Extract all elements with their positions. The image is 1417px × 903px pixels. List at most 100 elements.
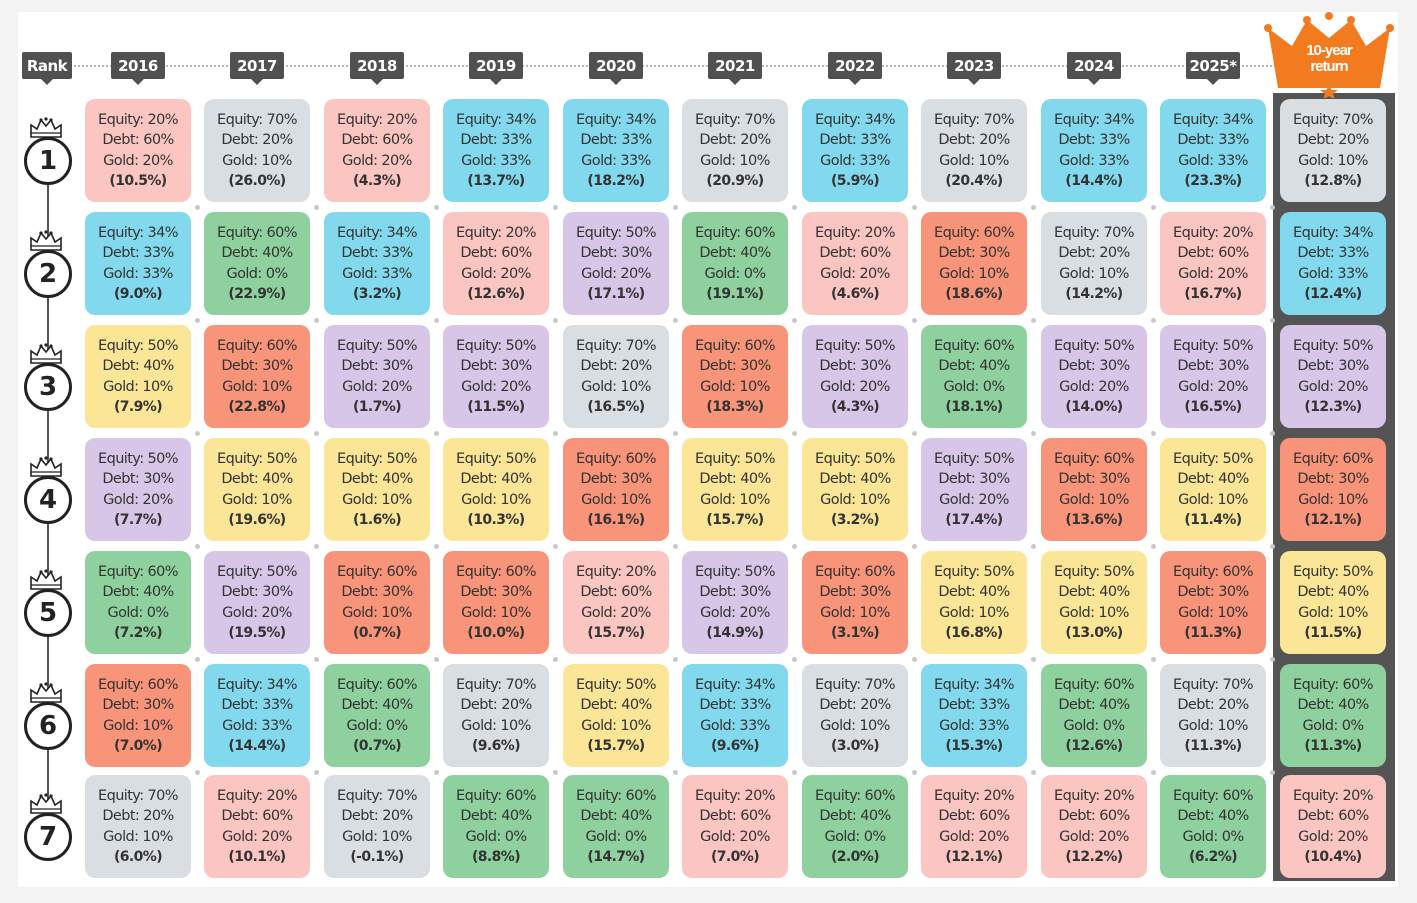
grid-dot: [1270, 770, 1275, 775]
return-value: (10.0%): [467, 625, 525, 641]
allocation-line: Gold: 10%: [342, 604, 412, 621]
return-value: (17.4%): [945, 512, 1003, 528]
allocation-line: Debt: 60%: [221, 808, 293, 824]
allocation-line: Gold: 10%: [1178, 717, 1248, 734]
allocation-cell: Equity: 34% Debt: 33% Gold: 33% (23.3%): [1160, 99, 1266, 202]
allocation-line: Gold: 20%: [222, 604, 292, 621]
allocation-line: Debt: 40%: [938, 584, 1010, 600]
return-value: (16.5%): [1184, 399, 1242, 415]
return-value: (13.7%): [467, 173, 525, 189]
allocation-line: Equity: 60%: [217, 224, 298, 241]
allocation-line: Debt: 30%: [580, 245, 652, 261]
allocation-line: Gold: 10%: [1059, 491, 1129, 508]
allocation-line: Equity: 50%: [98, 337, 179, 354]
return-value: (1.6%): [352, 512, 402, 528]
allocation-line: Debt: 20%: [699, 132, 771, 148]
allocation-line: Gold: 20%: [342, 378, 412, 395]
allocation-line: Equity: 50%: [815, 337, 896, 354]
allocation-cell: Equity: 60% Debt: 30% Gold: 10% (11.3%): [1160, 551, 1266, 654]
grid-dot: [673, 544, 678, 549]
allocation-cell: Equity: 70% Debt: 20% Gold: 10% (11.3%): [1160, 664, 1266, 767]
return-value: (15.7%): [587, 625, 645, 641]
allocation-cell: Equity: 50% Debt: 40% Gold: 10% (11.4%): [1160, 438, 1266, 541]
grid-dot: [553, 318, 558, 323]
return-value: (9.6%): [710, 738, 760, 754]
allocation-line: Debt: 20%: [1058, 245, 1130, 261]
return-value: (4.3%): [352, 173, 402, 189]
allocation-line: Equity: 70%: [98, 787, 179, 804]
grid-dot: [1270, 544, 1275, 549]
return-value: (22.8%): [228, 399, 286, 415]
allocation-cell: Equity: 50% Debt: 40% Gold: 10% (11.5%): [1280, 551, 1386, 654]
grid-dot: [673, 205, 678, 210]
grid-dot: [314, 431, 319, 436]
allocation-line: Equity: 60%: [695, 337, 776, 354]
allocation-line: Gold: 10%: [700, 378, 770, 395]
allocation-cell: Equity: 34% Debt: 33% Gold: 33% (15.3%): [921, 664, 1027, 767]
allocation-line: Gold: 33%: [820, 152, 890, 169]
allocation-line: Equity: 60%: [1173, 563, 1254, 580]
allocation-line: Gold: 0%: [1182, 828, 1244, 845]
allocation-cell: Equity: 50% Debt: 30% Gold: 20% (14.0%): [1041, 325, 1147, 428]
allocation-cell: Equity: 70% Debt: 20% Gold: 10% (14.2%): [1041, 212, 1147, 315]
allocation-cell: Equity: 60% Debt: 30% Gold: 10% (18.6%): [921, 212, 1027, 315]
allocation-line: Gold: 10%: [581, 378, 651, 395]
allocation-line: Debt: 60%: [102, 132, 174, 148]
return-value: (12.8%): [1304, 173, 1362, 189]
return-value: (7.0%): [113, 738, 163, 754]
allocation-line: Equity: 50%: [98, 450, 179, 467]
return-value: (3.1%): [830, 625, 880, 641]
return-value: (18.3%): [706, 399, 764, 415]
allocation-cell: Equity: 70% Debt: 20% Gold: 10% (6.0%): [85, 775, 191, 878]
allocation-cell: Equity: 60% Debt: 30% Gold: 10% (16.1%): [563, 438, 669, 541]
return-value: (12.4%): [1304, 286, 1362, 302]
allocation-line: Gold: 10%: [461, 604, 531, 621]
return-value: (10.3%): [467, 512, 525, 528]
grid-dot: [792, 431, 797, 436]
allocation-line: Gold: 10%: [103, 378, 173, 395]
allocation-cell: Equity: 60% Debt: 40% Gold: 0% (8.8%): [443, 775, 549, 878]
allocation-cell: Equity: 20% Debt: 60% Gold: 20% (4.3%): [324, 99, 430, 202]
grid-dot: [553, 657, 558, 662]
allocation-cell: Equity: 20% Debt: 60% Gold: 20% (4.6%): [802, 212, 908, 315]
allocation-line: Debt: 30%: [938, 471, 1010, 487]
allocation-line: Equity: 34%: [934, 676, 1015, 693]
allocation-line: Equity: 50%: [217, 563, 298, 580]
allocation-line: Gold: 20%: [1298, 828, 1368, 845]
return-value: (14.0%): [1065, 399, 1123, 415]
return-value: (11.4%): [1184, 512, 1242, 528]
allocation-line: Gold: 10%: [700, 491, 770, 508]
year-header-2021: 2021: [708, 52, 762, 85]
allocation-line: Gold: 33%: [342, 265, 412, 282]
allocation-line: Debt: 30%: [460, 584, 532, 600]
allocation-line: Equity: 34%: [217, 676, 298, 693]
allocation-cell: Equity: 60% Debt: 30% Gold: 10% (10.0%): [443, 551, 549, 654]
grid-dot: [195, 205, 200, 210]
allocation-cell: Equity: 50% Debt: 40% Gold: 10% (19.6%): [204, 438, 310, 541]
allocation-line: Gold: 20%: [939, 491, 1009, 508]
grid-dot: [314, 544, 319, 549]
allocation-line: Debt: 30%: [341, 584, 413, 600]
allocation-line: Debt: 40%: [699, 471, 771, 487]
return-value: (23.3%): [1184, 173, 1242, 189]
return-value: (9.0%): [113, 286, 163, 302]
allocation-line: Equity: 20%: [695, 787, 776, 804]
allocation-line: Equity: 60%: [98, 563, 179, 580]
allocation-line: Gold: 0%: [226, 265, 288, 282]
allocation-line: Equity: 50%: [456, 450, 537, 467]
allocation-line: Equity: 50%: [1054, 337, 1135, 354]
grid-dot: [912, 205, 917, 210]
allocation-line: Equity: 20%: [337, 111, 418, 128]
allocation-cell: Equity: 34% Debt: 33% Gold: 33% (12.4%): [1280, 212, 1386, 315]
allocation-line: Equity: 34%: [337, 224, 418, 241]
grid-dot: [792, 657, 797, 662]
return-value: (12.3%): [1304, 399, 1362, 415]
allocation-cell: Equity: 60% Debt: 40% Gold: 0% (14.7%): [563, 775, 669, 878]
allocation-line: Equity: 34%: [695, 676, 776, 693]
allocation-line: Gold: 33%: [1059, 152, 1129, 169]
rank-marker-3: 3: [24, 343, 72, 423]
allocation-line: Gold: 20%: [581, 265, 651, 282]
allocation-cell: Equity: 60% Debt: 40% Gold: 0% (12.6%): [1041, 664, 1147, 767]
allocation-line: Gold: 10%: [581, 717, 651, 734]
grid-dot: [673, 770, 678, 775]
